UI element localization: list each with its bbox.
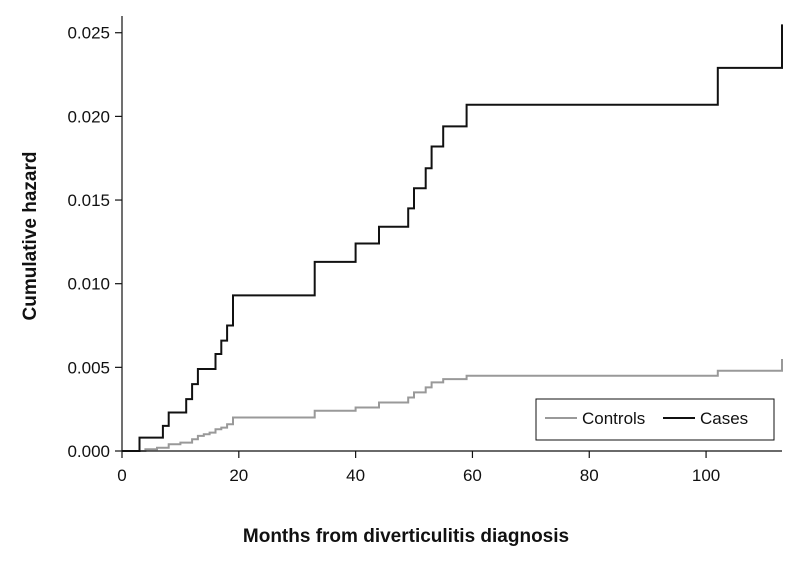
x-axis-title: Months from diverticulitis diagnosis	[243, 526, 569, 547]
legend-label-controls: Controls	[582, 409, 645, 428]
y-tick-label: 0.010	[67, 275, 110, 294]
plot-series	[122, 24, 783, 452]
y-tick-label: 0.005	[67, 358, 110, 377]
series-line-cases	[122, 24, 783, 452]
x-tick-label: 80	[580, 466, 599, 485]
y-axis-title: Cumulative hazard	[20, 152, 41, 321]
x-tick-label: 60	[463, 466, 482, 485]
x-tick-label: 100	[692, 466, 720, 485]
legend: Controls Cases	[535, 398, 775, 441]
y-tick-label: 0.025	[67, 24, 110, 43]
y-tick-label: 0.020	[67, 107, 110, 126]
axes	[121, 16, 782, 452]
x-tick-label: 0	[117, 466, 126, 485]
y-ticks: 0.000 0.005 0.010 0.015 0.020 0.025	[67, 24, 122, 461]
y-tick-label: 0.015	[67, 191, 110, 210]
x-tick-label: 40	[346, 466, 365, 485]
series-line-controls	[122, 359, 783, 452]
legend-box	[535, 398, 775, 441]
x-tick-label: 20	[229, 466, 248, 485]
y-tick-label: 0.000	[67, 442, 110, 461]
legend-label-cases: Cases	[700, 409, 748, 428]
x-ticks: 0 20 40 60 80 100	[117, 451, 720, 485]
